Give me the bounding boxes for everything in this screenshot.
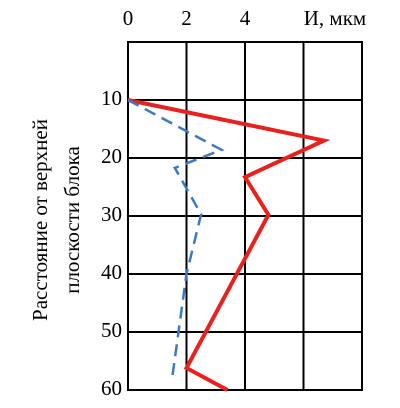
y-tick-label: 30 xyxy=(101,202,122,226)
data-line xyxy=(127,98,331,392)
y-tick-label: 50 xyxy=(101,318,122,342)
y-tick-label: 20 xyxy=(101,144,122,168)
y-tick-label: 60 xyxy=(101,376,122,400)
x-axis-label: И, мкм xyxy=(304,6,366,30)
x-tick-label: 0 xyxy=(123,6,134,30)
x-tick-label: 4 xyxy=(240,6,251,30)
y-tick-label: 40 xyxy=(101,260,122,284)
y-axis-label: плоскости блока xyxy=(60,146,84,294)
y-tick-label: 10 xyxy=(101,86,122,110)
x-tick-label: 2 xyxy=(181,6,192,30)
data-line xyxy=(127,98,225,381)
y-axis-label: Расстояние от верхней xyxy=(28,119,52,321)
